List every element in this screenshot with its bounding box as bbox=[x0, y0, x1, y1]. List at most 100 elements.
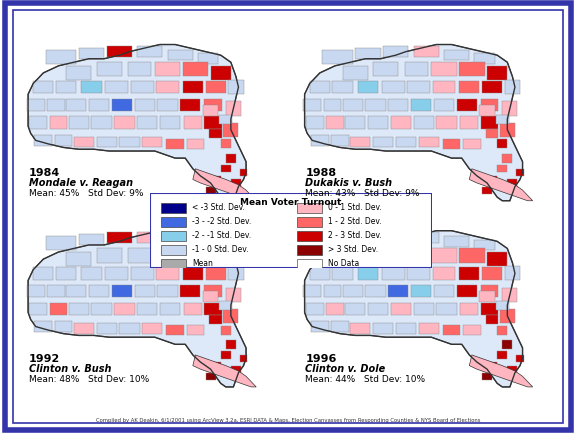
Bar bbox=[343, 285, 363, 297]
Bar bbox=[81, 267, 101, 280]
Text: 1996: 1996 bbox=[305, 355, 336, 365]
Text: No Data: No Data bbox=[328, 259, 359, 268]
Bar bbox=[47, 285, 65, 297]
Bar bbox=[204, 99, 222, 111]
Bar bbox=[231, 179, 241, 187]
Bar bbox=[211, 362, 221, 369]
Bar bbox=[240, 169, 247, 176]
Bar bbox=[350, 137, 370, 148]
Bar bbox=[206, 187, 215, 194]
Bar bbox=[391, 116, 411, 129]
Bar bbox=[66, 66, 92, 80]
Bar bbox=[475, 239, 495, 250]
Bar bbox=[105, 267, 128, 280]
Bar bbox=[228, 80, 244, 94]
Bar bbox=[507, 179, 517, 187]
Bar bbox=[411, 99, 431, 111]
Bar bbox=[157, 99, 177, 111]
Text: 1 - 2 Std. Dev.: 1 - 2 Std. Dev. bbox=[328, 217, 381, 226]
Bar bbox=[463, 325, 481, 336]
Bar bbox=[226, 288, 241, 302]
Bar bbox=[516, 355, 524, 362]
Bar bbox=[97, 323, 117, 334]
Bar bbox=[414, 46, 439, 57]
Bar bbox=[343, 99, 363, 111]
Bar bbox=[97, 137, 117, 148]
Bar bbox=[460, 303, 478, 315]
FancyBboxPatch shape bbox=[150, 193, 432, 268]
Bar bbox=[457, 285, 477, 297]
Bar bbox=[206, 373, 215, 380]
Polygon shape bbox=[193, 169, 256, 201]
Bar bbox=[459, 267, 479, 280]
Bar bbox=[497, 165, 507, 172]
Bar bbox=[226, 101, 241, 116]
Polygon shape bbox=[193, 355, 256, 387]
Bar bbox=[516, 169, 524, 176]
Bar bbox=[97, 249, 122, 263]
Bar bbox=[35, 321, 52, 332]
Bar bbox=[481, 99, 498, 111]
Bar bbox=[79, 48, 104, 59]
Bar bbox=[160, 303, 180, 315]
Bar bbox=[388, 285, 408, 297]
Bar bbox=[500, 123, 515, 137]
Bar bbox=[137, 46, 162, 57]
Bar bbox=[112, 285, 132, 297]
Bar bbox=[157, 285, 177, 297]
Bar bbox=[388, 99, 408, 111]
Bar bbox=[405, 62, 427, 77]
Bar bbox=[459, 62, 484, 77]
Bar bbox=[131, 81, 154, 94]
Text: 1988: 1988 bbox=[305, 168, 336, 178]
Bar bbox=[343, 66, 368, 80]
Bar bbox=[486, 315, 498, 324]
Bar bbox=[443, 325, 460, 336]
Bar bbox=[368, 303, 388, 315]
Bar bbox=[311, 321, 329, 332]
Bar bbox=[487, 176, 497, 183]
Bar bbox=[373, 249, 399, 263]
Bar bbox=[240, 355, 247, 362]
Bar bbox=[50, 116, 67, 129]
Bar bbox=[114, 303, 135, 315]
Bar bbox=[481, 303, 498, 315]
Bar bbox=[326, 303, 344, 315]
Bar bbox=[324, 285, 342, 297]
Bar bbox=[373, 323, 393, 334]
Bar bbox=[184, 116, 202, 129]
Bar bbox=[419, 323, 439, 334]
Bar bbox=[221, 139, 231, 149]
Bar bbox=[156, 81, 179, 94]
Bar bbox=[396, 323, 416, 334]
Bar bbox=[203, 105, 218, 116]
Bar bbox=[166, 325, 184, 336]
Bar bbox=[326, 116, 344, 129]
Bar bbox=[161, 259, 187, 269]
Bar bbox=[407, 267, 430, 280]
Text: 2 - 3 Std. Dev.: 2 - 3 Std. Dev. bbox=[328, 231, 381, 240]
Bar bbox=[183, 249, 208, 263]
Text: 0 - 1 Std. Dev.: 0 - 1 Std. Dev. bbox=[328, 204, 381, 212]
Bar bbox=[405, 249, 427, 263]
Bar bbox=[187, 139, 204, 149]
Bar bbox=[128, 62, 151, 77]
Bar bbox=[411, 285, 431, 297]
Text: Clinton v. Dole: Clinton v. Dole bbox=[305, 365, 385, 375]
Bar bbox=[221, 326, 231, 335]
Bar bbox=[221, 165, 231, 172]
Bar bbox=[434, 99, 454, 111]
Bar bbox=[332, 267, 353, 280]
Bar bbox=[180, 285, 200, 297]
Bar bbox=[29, 116, 47, 129]
Bar bbox=[479, 291, 495, 302]
Bar bbox=[204, 303, 222, 315]
Bar bbox=[46, 236, 76, 250]
Bar bbox=[47, 99, 65, 111]
Bar bbox=[89, 99, 109, 111]
Bar bbox=[168, 236, 193, 247]
Bar bbox=[414, 233, 439, 243]
Bar bbox=[66, 252, 92, 266]
Bar bbox=[396, 137, 416, 148]
Bar bbox=[365, 285, 386, 297]
